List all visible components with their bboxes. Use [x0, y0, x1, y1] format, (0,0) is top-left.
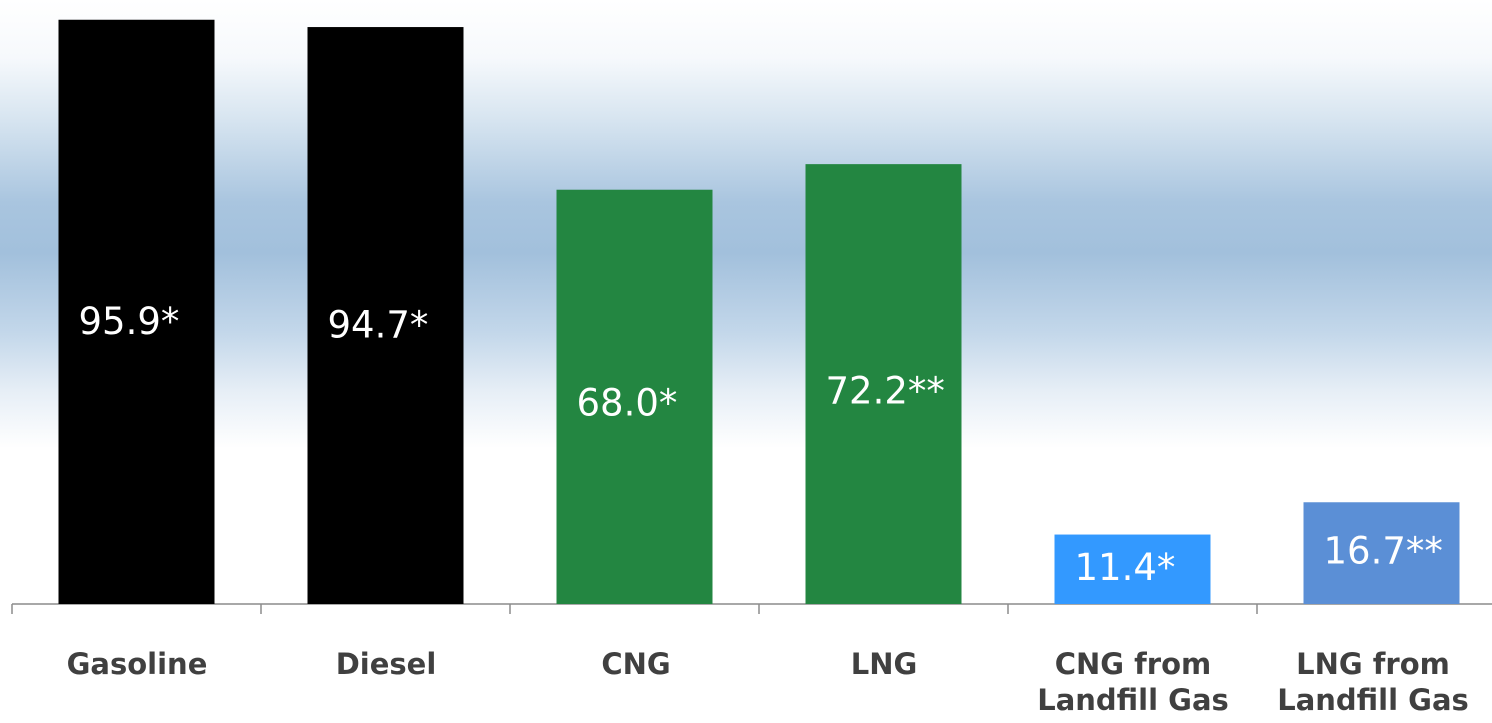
bar — [556, 189, 713, 604]
category-label-lng-landfill: LNG from Landfill Gas — [1277, 647, 1469, 717]
bar — [1303, 502, 1460, 604]
category-label-cng-landfill: CNG from Landfill Gas — [1037, 647, 1229, 717]
data-label: 16.7** — [1324, 530, 1443, 573]
data-label: 11.4* — [1075, 546, 1176, 589]
category-label-diesel: Diesel — [335, 647, 437, 681]
data-label: 68.0* — [577, 382, 678, 425]
category-label-lng: LNG — [850, 647, 918, 681]
category-label-gasoline: Gasoline — [66, 647, 208, 681]
data-label: 94.7* — [328, 304, 429, 347]
data-label: 95.9* — [79, 300, 180, 343]
bar — [307, 27, 464, 604]
bar — [1054, 534, 1211, 604]
bar — [805, 164, 962, 605]
data-label: 72.2** — [826, 369, 945, 412]
category-label-cng: CNG — [601, 647, 671, 681]
bar — [58, 19, 215, 605]
